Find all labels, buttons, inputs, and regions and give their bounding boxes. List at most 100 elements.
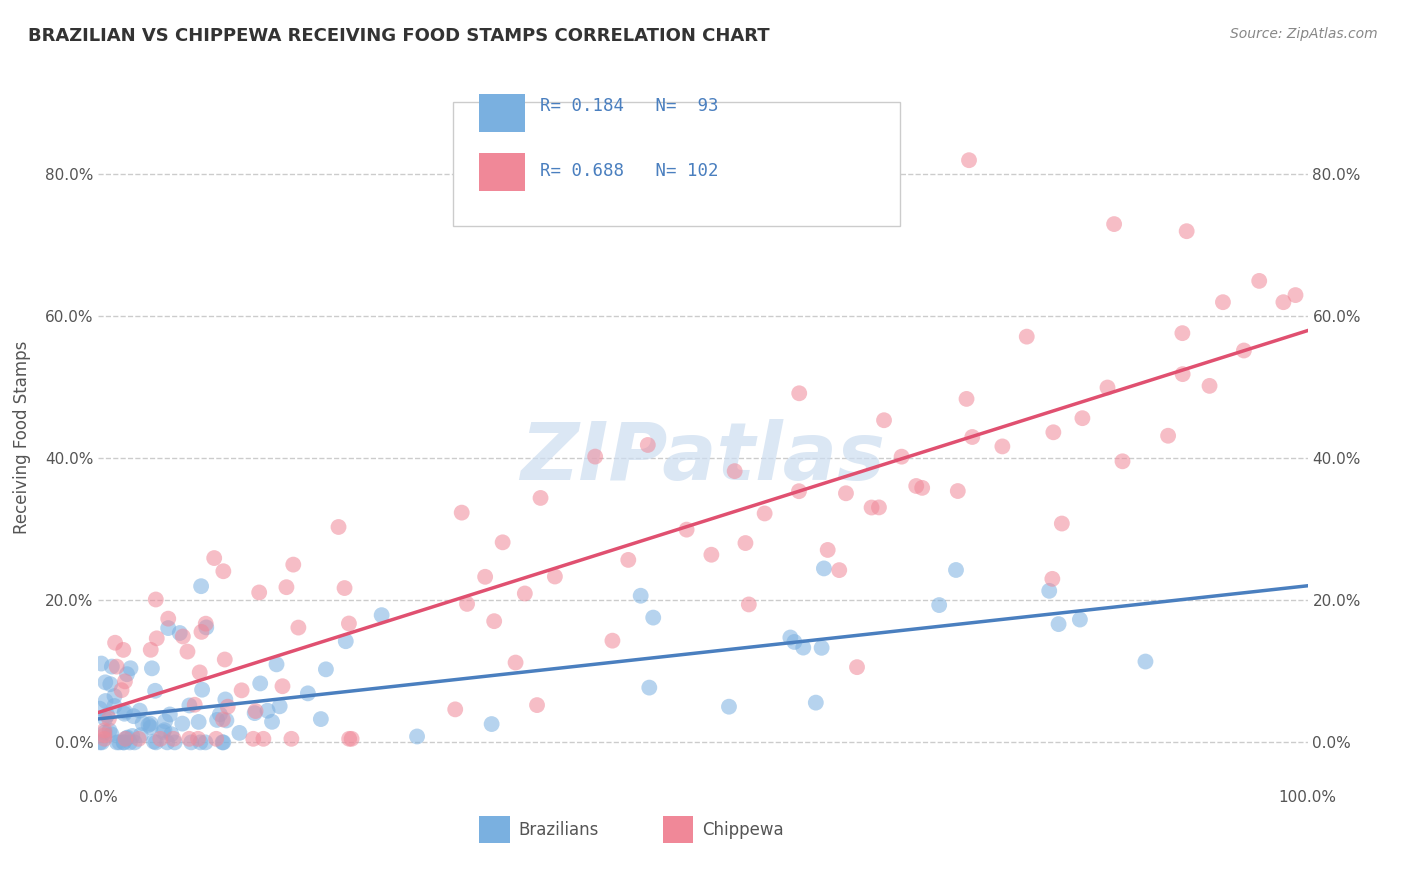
Point: [492, 535, 515, 549]
Point: [152, 725, 174, 739]
Point: [195, 620, 218, 634]
Point: [172, 716, 194, 731]
Point: [482, 614, 505, 628]
Point: [297, 686, 319, 700]
Point: [105, 659, 128, 673]
Text: R= 0.184   N=  93: R= 0.184 N= 93: [540, 97, 718, 115]
Point: [139, 720, 162, 734]
Point: [675, 523, 697, 537]
Point: [247, 585, 270, 599]
Point: [276, 580, 298, 594]
Point: [309, 712, 332, 726]
Point: [813, 561, 835, 575]
Point: [101, 659, 124, 673]
Point: [194, 735, 217, 749]
Point: [243, 706, 266, 720]
Point: [231, 683, 253, 698]
Point: [103, 689, 125, 703]
Point: [333, 581, 356, 595]
Point: [957, 153, 980, 168]
Point: [190, 624, 212, 639]
Point: [214, 692, 236, 706]
Point: [179, 731, 201, 746]
Point: [700, 548, 723, 562]
Point: [724, 464, 747, 478]
Point: [955, 392, 977, 406]
Point: [157, 612, 180, 626]
Point: [283, 558, 305, 572]
Point: [630, 589, 652, 603]
Point: [370, 608, 392, 623]
Point: [98, 677, 121, 691]
Point: [804, 696, 827, 710]
Point: [474, 570, 496, 584]
Point: [1071, 411, 1094, 425]
Point: [1097, 380, 1119, 394]
Point: [112, 706, 135, 721]
Point: [337, 616, 360, 631]
Point: [340, 731, 363, 746]
Point: [149, 731, 172, 746]
Point: [1050, 516, 1073, 531]
Point: [190, 735, 212, 749]
Point: [103, 698, 125, 713]
Point: [156, 735, 179, 749]
Point: [128, 704, 150, 718]
Point: [105, 735, 128, 749]
Point: [828, 563, 851, 577]
Point: [90, 657, 112, 671]
Point: [97, 712, 120, 726]
Point: [792, 640, 814, 655]
Point: [252, 731, 274, 746]
Point: [115, 731, 138, 746]
Point: [190, 579, 212, 593]
Point: [183, 698, 205, 712]
Point: [188, 665, 211, 680]
Text: Brazilians: Brazilians: [517, 822, 599, 839]
Point: [1135, 655, 1157, 669]
Point: [112, 735, 135, 749]
Point: [89, 701, 111, 715]
Point: [266, 657, 288, 672]
Point: [860, 500, 883, 515]
Point: [911, 481, 934, 495]
Point: [271, 679, 294, 693]
Point: [962, 430, 984, 444]
Point: [214, 652, 236, 666]
Point: [117, 731, 139, 745]
Point: [444, 702, 467, 716]
Point: [122, 709, 145, 723]
Text: Source: ZipAtlas.com: Source: ZipAtlas.com: [1230, 27, 1378, 41]
Point: [114, 731, 136, 746]
Point: [456, 597, 478, 611]
Point: [100, 727, 122, 741]
Point: [846, 660, 869, 674]
Point: [159, 707, 181, 722]
Point: [1284, 288, 1306, 302]
Point: [89, 735, 111, 749]
Text: ZIPatlas: ZIPatlas: [520, 419, 886, 497]
Point: [211, 735, 233, 749]
Point: [93, 728, 115, 742]
Point: [335, 634, 357, 648]
Point: [104, 636, 127, 650]
Point: [1102, 217, 1125, 231]
Point: [131, 716, 153, 731]
Point: [160, 727, 183, 741]
Point: [141, 661, 163, 675]
Point: [98, 723, 121, 738]
Point: [153, 714, 176, 729]
Bar: [479, 153, 526, 192]
Point: [169, 626, 191, 640]
Point: [287, 621, 309, 635]
Point: [617, 553, 640, 567]
Point: [337, 731, 360, 746]
Point: [114, 674, 136, 689]
Point: [114, 705, 136, 719]
Point: [754, 507, 776, 521]
Point: [1015, 329, 1038, 343]
Point: [269, 699, 291, 714]
Point: [526, 698, 548, 712]
Point: [128, 731, 150, 746]
Point: [187, 731, 209, 746]
